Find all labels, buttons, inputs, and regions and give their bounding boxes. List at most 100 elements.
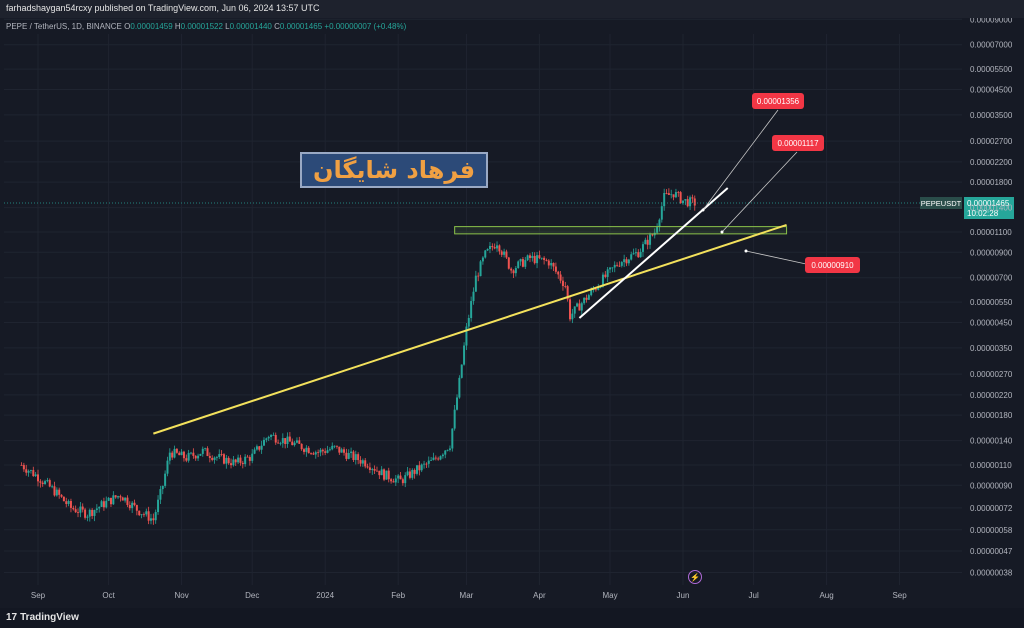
candle-body (498, 245, 501, 252)
candle-body (109, 497, 112, 505)
candle-body (385, 470, 388, 480)
candle-body (651, 234, 654, 236)
candle-body (458, 377, 461, 398)
candle-body (286, 436, 289, 445)
candle-body (649, 234, 652, 245)
candle-body (451, 428, 454, 449)
symbol-name[interactable]: PEPE / TetherUS, 1D, BINANCE (6, 22, 122, 31)
last-price-tag[interactable] (964, 197, 1014, 220)
symbol-info-line: PEPE / TetherUS, 1D, BINANCE O0.00001459… (6, 22, 406, 31)
price-tick-label: 0.00000350 (970, 344, 1013, 353)
price-tick-label: 0.00009000 (970, 15, 1013, 24)
candle-body (380, 469, 383, 476)
candle-body (550, 262, 553, 266)
open-label: O (124, 22, 131, 31)
candle-body (597, 286, 600, 290)
candle-body (347, 453, 350, 459)
price-callout[interactable] (772, 135, 824, 151)
candle-body (180, 451, 183, 456)
candle-body (632, 253, 635, 255)
candle-body (404, 475, 407, 484)
candle-body (81, 506, 84, 510)
candle-body (227, 457, 230, 464)
candle-body (488, 245, 491, 250)
chart-grid (4, 18, 962, 585)
price-axis[interactable]: 0.00009000 0.00007000 0.00005500 0.00004500… (970, 15, 1013, 577)
price-tick-label: 0.00000090 (970, 481, 1013, 490)
price-callout[interactable] (805, 257, 860, 273)
candle-body (133, 502, 136, 506)
candle-body (199, 453, 202, 456)
support-zone[interactable] (454, 226, 788, 235)
time-tick-label: Nov (174, 591, 188, 600)
candle-body (142, 514, 145, 516)
candle-body (677, 192, 680, 193)
candle-body (37, 474, 39, 482)
open-value: 0.00001459 (130, 22, 173, 31)
candle-body (665, 192, 668, 194)
candle-body (521, 259, 524, 267)
candle-body (411, 469, 414, 478)
candle-body (432, 457, 435, 460)
candle-body (288, 436, 291, 442)
candle-body (531, 255, 534, 258)
symbol-tag[interactable] (920, 197, 962, 210)
candle-body (310, 453, 313, 454)
candle-body (253, 449, 256, 454)
tradingview-logo[interactable]: 17 TradingView (6, 612, 79, 623)
callout-leader (702, 109, 779, 211)
candle-body (371, 469, 374, 470)
candle-body (300, 443, 303, 450)
candle-body (437, 458, 440, 460)
candle-body (208, 455, 211, 458)
candle-body (580, 303, 583, 311)
candle-body (58, 489, 61, 495)
price-callout[interactable] (752, 93, 804, 109)
candle-body (484, 250, 487, 258)
candle-body (682, 200, 684, 204)
candle-body (185, 458, 188, 461)
candle-body (345, 452, 348, 459)
candle-body (279, 443, 282, 445)
candle-body (585, 297, 588, 300)
candle-body (159, 489, 162, 500)
candle-body (611, 267, 614, 269)
callout-leader (721, 151, 798, 233)
candle-body (67, 500, 70, 504)
candle-body (505, 251, 508, 258)
candle-body (295, 440, 298, 443)
time-axis[interactable]: Sep Oct Nov Dec 2024 Feb Mar Apr May Jun Jul Aug Sep (31, 591, 907, 600)
candle-body (197, 455, 200, 459)
annotations-layer: 0.00001356 0.00001117 0.00000910 PEPEUSDT 0.… (4, 93, 1014, 435)
candle-body (335, 445, 338, 447)
author-watermark: فرهاد شایگان (300, 152, 488, 188)
candle-body (291, 441, 294, 446)
candle-body (441, 454, 444, 457)
time-tick-label: Jul (749, 591, 759, 600)
candle-body (178, 452, 181, 456)
price-callout-text: 0.00001356 (757, 97, 800, 106)
candle-body (124, 497, 127, 501)
candle-body (366, 466, 369, 468)
low-value: 0.00001440 (229, 22, 272, 31)
candle-body (670, 194, 673, 196)
candle-body (618, 265, 621, 267)
candle-body (274, 434, 277, 443)
time-tick-label: Sep (892, 591, 907, 600)
candle-body (460, 364, 463, 378)
candle-body (479, 261, 482, 277)
candle-body (418, 465, 421, 471)
candle-body (350, 451, 353, 454)
price-tick-label: 0.00000700 (970, 274, 1013, 283)
candle-body (630, 254, 633, 260)
candle-body (684, 199, 687, 201)
lightning-icon[interactable]: ⚡ (688, 570, 702, 584)
candle-body (262, 439, 265, 446)
trendline-yellow[interactable] (153, 223, 787, 435)
candle-body (317, 452, 320, 453)
candle-body (408, 471, 411, 478)
candle-body (606, 269, 609, 277)
candle-body (390, 479, 393, 482)
candle-body (392, 481, 395, 483)
